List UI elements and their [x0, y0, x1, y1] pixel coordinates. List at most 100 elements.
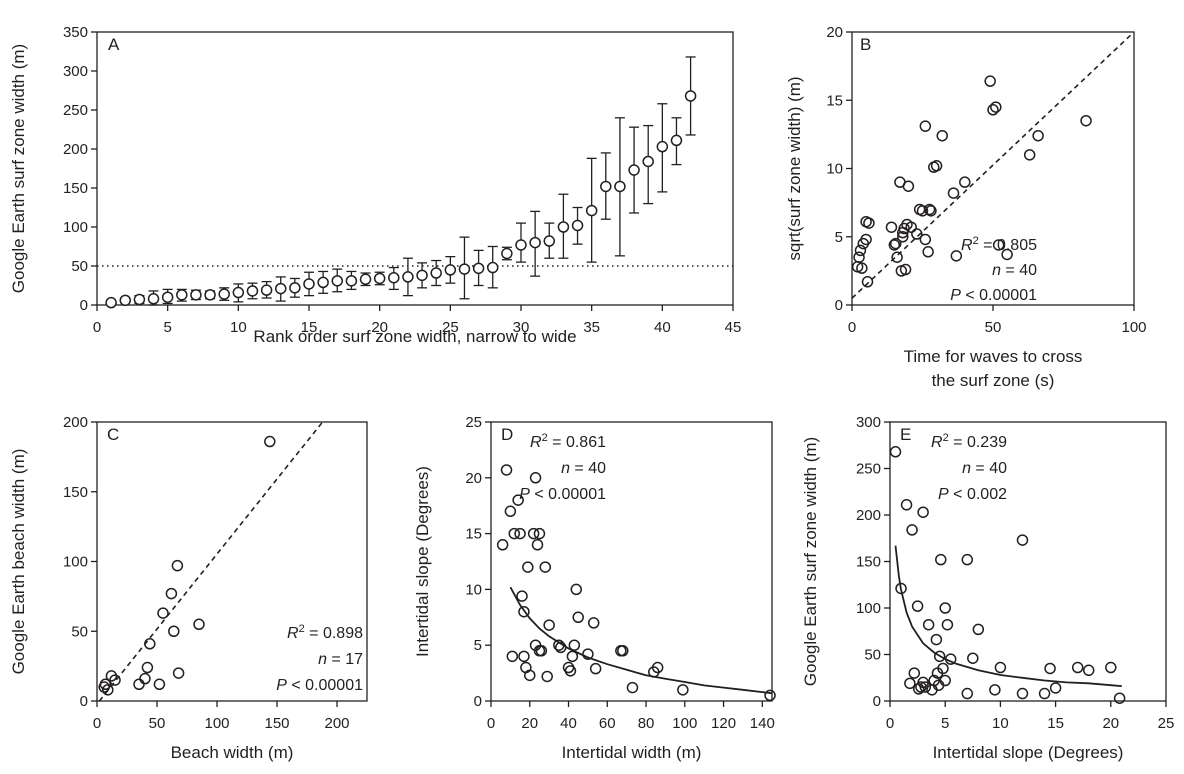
x-tick-label: 150	[264, 715, 289, 732]
data-point	[582, 648, 594, 660]
data-point	[1016, 534, 1029, 546]
x-tick-label: 20	[521, 715, 538, 732]
data-point	[416, 269, 428, 282]
panel-d: 0 20 40 60 80 100 120 140 0 5 10 15 20 25 Intertidal w…	[413, 414, 776, 762]
data-point	[133, 678, 145, 691]
y-tick-label: 100	[63, 219, 88, 236]
data-point	[628, 164, 640, 176]
x-tick-label: 50	[985, 319, 1002, 336]
data-point	[176, 289, 188, 301]
data-point	[885, 221, 898, 233]
x-tick-label: 100	[1121, 319, 1146, 336]
data-point	[919, 681, 932, 693]
r-squared-value: 0.805	[997, 237, 1037, 254]
data-point	[168, 625, 180, 637]
data-point	[533, 527, 546, 540]
data-point	[1082, 664, 1095, 677]
data-point	[856, 262, 868, 274]
data-point	[585, 204, 598, 217]
data-point	[906, 524, 918, 536]
fit-curve	[894, 545, 1122, 687]
data-point	[543, 619, 555, 631]
data-point	[1113, 692, 1126, 704]
y-tick-label: 50	[71, 258, 88, 275]
x-tick-label: 0	[93, 319, 101, 336]
data-point	[496, 539, 509, 551]
data-point	[119, 294, 132, 307]
fit-line	[851, 31, 1135, 299]
panel-a: 0 5 10 15 20 25 30 35 40 45 0 50 100 150 200 250 300 350 R…	[9, 24, 741, 346]
data-point	[994, 661, 1007, 674]
y-tick-label: 5	[474, 637, 482, 654]
data-point	[959, 176, 971, 188]
x-tick-label: 25	[1158, 715, 1175, 732]
data-point	[900, 499, 913, 511]
data-point	[161, 291, 174, 303]
data-point	[923, 203, 936, 216]
y-tick-label: 50	[71, 623, 88, 640]
plot-frame	[490, 421, 773, 702]
x-tick-label: 45	[725, 319, 742, 336]
data-point	[656, 140, 669, 153]
p-label: P < 0.00001	[276, 677, 363, 694]
data-point	[990, 101, 1002, 113]
data-point	[919, 233, 932, 246]
data-point	[919, 120, 932, 132]
y-tick-label: 5	[835, 229, 843, 246]
data-point	[317, 276, 329, 289]
data-point	[1023, 149, 1036, 161]
data-point	[617, 645, 629, 657]
data-point	[888, 239, 901, 251]
data-point	[989, 684, 1001, 696]
r-squared-value: 0.898	[323, 625, 363, 642]
data-point	[246, 285, 259, 297]
n-label: n = 17	[318, 651, 363, 668]
x-tick-label: 60	[599, 715, 616, 732]
data-point	[264, 435, 276, 448]
n-label: n = 40	[962, 460, 1007, 477]
x-axis-label: Rank order surf zone width, narrow to wi…	[253, 327, 576, 346]
data-point	[897, 231, 909, 243]
data-point	[984, 75, 996, 87]
data-point	[566, 650, 579, 663]
data-point	[572, 611, 584, 624]
data-point	[486, 261, 499, 274]
data-point	[941, 618, 954, 631]
y-axis-label: Google Earth beach width (m)	[9, 449, 28, 675]
y-axis-label: sqrt(surf zone width) (m)	[785, 76, 804, 260]
n-value: 17	[345, 651, 363, 668]
data-point	[345, 275, 358, 287]
data-point	[1080, 114, 1092, 127]
y-tick-label: 150	[63, 484, 88, 501]
data-point	[925, 205, 937, 217]
data-point	[512, 494, 524, 506]
x-tick-label: 40	[560, 715, 577, 732]
data-point	[642, 155, 654, 168]
data-point	[373, 272, 386, 285]
x-tick-label: 5	[163, 319, 171, 336]
p-label: P < 0.00001	[519, 486, 606, 503]
data-point	[568, 639, 581, 651]
data-point	[587, 617, 600, 629]
r-squared-label: R2 = 0.239	[931, 432, 1007, 451]
y-tick-label: 0	[835, 297, 843, 314]
p-label: P < 0.002	[938, 486, 1007, 503]
n-label: n = 40	[561, 460, 606, 477]
x-tick-label: 20	[1102, 715, 1119, 732]
y-tick-label: 10	[465, 581, 482, 598]
data-point	[853, 251, 865, 263]
y-tick-label: 100	[856, 600, 881, 617]
data-point	[961, 687, 974, 700]
p-value: 0.002	[967, 486, 1007, 503]
data-point	[899, 263, 912, 276]
x-tick-label: 0	[93, 715, 101, 732]
y-tick-label: 200	[63, 141, 88, 158]
data-point	[514, 527, 526, 540]
data-point	[99, 678, 112, 691]
x-axis-label: the surf zone (s)	[932, 371, 1055, 390]
x-tick-label: 100	[204, 715, 229, 732]
data-point	[109, 674, 121, 686]
y-tick-label: 250	[856, 461, 881, 478]
x-tick-label: 0	[886, 715, 894, 732]
x-tick-label: 20	[371, 319, 388, 336]
